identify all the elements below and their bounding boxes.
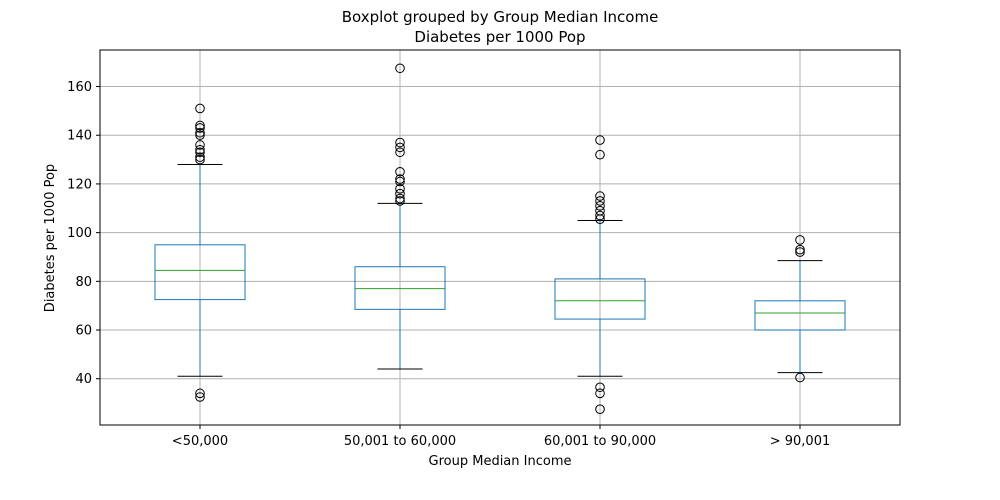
plot-frame [99,49,901,426]
outlier-point [595,201,605,211]
y-tick-label: 40 [75,372,92,387]
outlier-point [795,372,805,383]
outlier-point [595,214,605,225]
outlier-point [195,130,205,141]
outlier-point [395,176,405,187]
outlier-point [595,382,605,393]
outlier-point [595,135,605,145]
y-tick-label: 100 [67,226,92,241]
box-group [154,63,846,414]
outlier-point [195,145,205,155]
outlier-point [395,188,405,199]
outlier-point [395,166,405,177]
x-tick-label: <50,000 [172,434,228,449]
outlier-point [395,193,405,204]
outlier-point [595,149,605,160]
x-axis-ticks: <50,000 50,001 to 60,000 60,001 to 90,000 >… [172,425,830,449]
outlier-point [395,63,405,74]
grid-lines [100,50,900,425]
iqr-box [554,278,646,320]
y-tick-label: 60 [75,324,92,339]
box-3 [754,235,846,383]
outlier-point [395,142,405,153]
iqr-box [154,244,246,301]
x-axis-label: Group Median Income [429,454,572,469]
outlier-point [395,174,405,184]
outlier-point [195,103,205,114]
outlier-point [195,120,205,131]
y-tick-label: 120 [67,177,92,192]
outlier-point [595,210,605,221]
x-tick-label: 50,001 to 60,000 [344,434,456,449]
outlier-point [395,147,405,158]
outlier-point [195,152,205,162]
y-tick-label: 140 [67,129,92,144]
chart-subtitle: Diabetes per 1000 Pop [414,28,585,46]
chart-title: Boxplot grouped by Group Median Income [342,8,659,26]
outlier-point [195,392,205,402]
y-axis-ticks: 40 60 80 100 120 140 160 [67,80,100,387]
outlier-point [195,127,205,138]
outlier-point [595,191,605,201]
outlier-point [195,123,205,133]
outlier-point [795,235,805,245]
iqr-box [354,266,446,310]
box-1 [354,63,446,370]
outlier-point [595,388,605,399]
y-tick-label: 160 [67,80,92,95]
x-tick-label: 60,001 to 90,000 [544,434,656,449]
outlier-point [395,137,405,148]
outlier-point [795,244,805,255]
outlier-point [195,388,205,399]
outlier-point [395,183,405,194]
outlier-point [195,147,205,158]
box-2 [554,135,646,414]
y-tick-label: 80 [75,275,92,290]
outlier-point [595,404,605,414]
iqr-box [754,300,846,331]
outlier-point [595,196,605,206]
outlier-point [795,247,805,257]
outlier-point [195,140,205,150]
outlier-point [195,154,205,165]
x-tick-label: > 90,001 [770,434,831,449]
y-axis-label: Diabetes per 1000 Pop [43,164,58,312]
outlier-point [395,196,405,206]
box-0 [154,103,246,402]
